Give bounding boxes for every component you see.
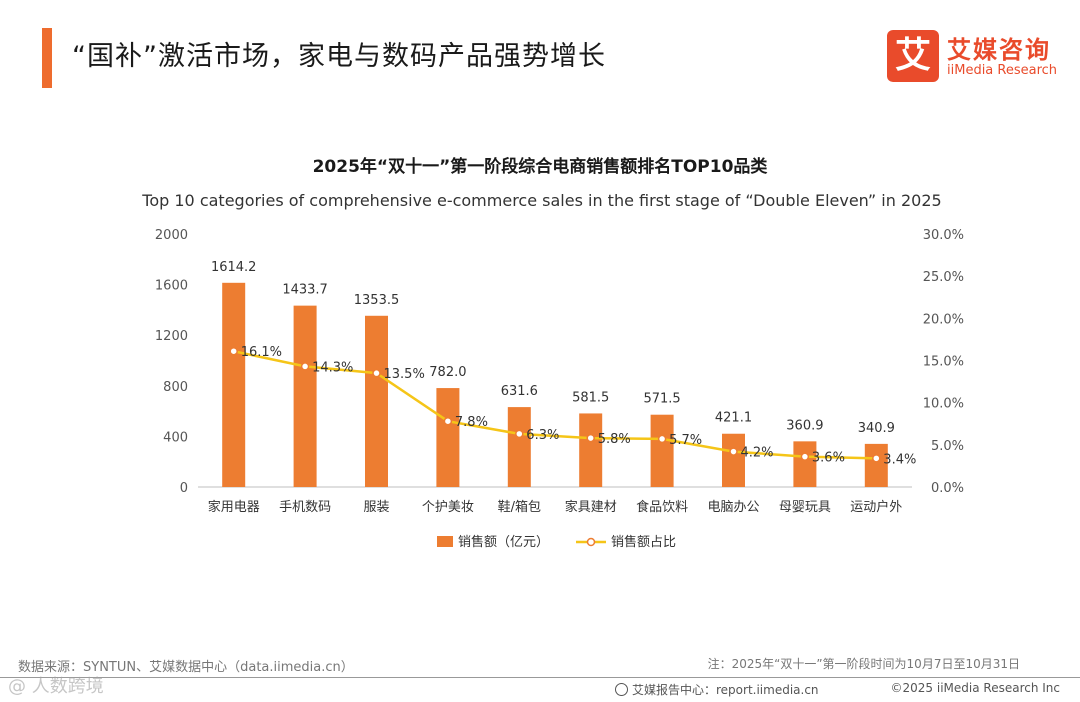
y2-axis-tick-label: 25.0% <box>923 270 964 285</box>
y2-axis-tick-label: 0.0% <box>931 481 964 496</box>
x-axis-category-label: 服装 <box>363 500 389 515</box>
sales-value-label: 1614.2 <box>211 260 257 275</box>
share-point <box>443 416 453 426</box>
share-value-label: 7.8% <box>455 415 488 430</box>
share-point <box>729 447 738 456</box>
company-logo: 艾 艾媒咨询 iiMedia Research <box>887 30 1063 84</box>
logo-mark-icon: 艾 <box>887 30 939 82</box>
share-value-label: 3.4% <box>883 452 916 467</box>
x-axis-category-label: 鞋/箱包 <box>498 499 541 515</box>
y-axis-tick-label: 2000 <box>155 228 188 243</box>
share-value-label: 16.1% <box>241 345 282 360</box>
share-point <box>515 429 524 439</box>
sales-value-label: 360.9 <box>786 418 823 433</box>
y-axis-tick-label: 400 <box>163 430 188 445</box>
sales-bar <box>293 305 317 487</box>
y2-axis-tick-label: 20.0% <box>923 312 964 327</box>
y2-axis-tick-label: 10.0% <box>923 397 964 412</box>
share-value-label: 5.8% <box>598 432 631 447</box>
title-accent-bar <box>42 28 52 88</box>
sales-chart: 2025年“双十一”第一阶段综合电商销售额排名TOP10品类 Top 10 ca… <box>141 156 964 550</box>
sales-bar <box>222 282 246 487</box>
x-axis-category-label: 食品饮料 <box>636 499 688 515</box>
sales-bar <box>365 315 388 487</box>
sales-bar <box>507 407 531 487</box>
sales-bar <box>650 414 674 487</box>
x-axis-category-label: 家具建材 <box>565 499 617 515</box>
share-point <box>300 362 310 371</box>
share-point <box>586 433 595 443</box>
legend-line-marker <box>586 537 596 547</box>
report-center[interactable]: 艾媒报告中心：report.iimedia.cn <box>615 681 819 698</box>
sales-value-label: 340.9 <box>858 421 895 436</box>
y-axis-tick-label: 1600 <box>155 279 188 294</box>
sales-bar <box>864 443 888 487</box>
sales-value-label: 631.6 <box>501 384 538 399</box>
sales-value-label: 571.5 <box>643 392 680 407</box>
chart-subtitle: Top 10 categories of comprehensive e-com… <box>141 191 941 210</box>
chart-note: 注：2025年“双十一”第一阶段时间为10月7日至10月31日 <box>707 657 1020 671</box>
page-title: “国补”激活市场，家电与数码产品强势增长 <box>72 41 606 72</box>
x-axis-category-label: 个护美妆 <box>422 500 474 515</box>
sales-value-label: 1433.7 <box>282 283 328 298</box>
footer-divider <box>0 677 1080 678</box>
globe-icon <box>615 683 628 696</box>
legend-line-label: 销售额占比 <box>611 534 676 550</box>
watermark: @ 人数跨境 <box>8 676 104 697</box>
copyright: ©2025 iiMedia Research Inc <box>890 681 1060 695</box>
share-value-label: 13.5% <box>384 367 425 382</box>
share-point <box>872 454 881 463</box>
share-point <box>657 434 667 444</box>
sales-value-label: 581.5 <box>572 390 609 405</box>
data-source: 数据来源：SYNTUN、艾媒数据中心（data.iimedia.cn） <box>18 660 354 675</box>
share-value-label: 5.7% <box>669 433 702 448</box>
share-point <box>229 346 238 356</box>
sales-bar <box>722 433 745 487</box>
x-axis-category-label: 家用电器 <box>208 499 260 515</box>
x-axis-category-label: 电脑办公 <box>707 500 759 515</box>
sales-value-label: 1353.5 <box>354 293 400 308</box>
legend-bar-swatch <box>437 536 453 547</box>
y2-axis-tick-label: 5.0% <box>931 439 964 454</box>
sales-value-label: 782.0 <box>429 365 466 380</box>
legend-bar-label: 销售额（亿元） <box>458 534 549 550</box>
logo-english-name: iiMedia Research <box>947 63 1058 78</box>
share-point <box>800 452 810 461</box>
share-value-label: 3.6% <box>812 451 845 466</box>
share-point <box>372 368 381 378</box>
share-value-label: 4.2% <box>741 446 774 461</box>
y-axis-tick-label: 1200 <box>155 329 188 344</box>
x-axis-category-label: 运动户外 <box>850 499 902 515</box>
report-center-text: 艾媒报告中心：report.iimedia.cn <box>632 683 819 697</box>
x-axis-category-label: 手机数码 <box>279 500 331 515</box>
chart-title: 2025年“双十一”第一阶段综合电商销售额排名TOP10品类 <box>313 156 769 177</box>
logo-chinese-name: 艾媒咨询 <box>947 36 1051 64</box>
y2-axis-tick-label: 15.0% <box>923 355 964 370</box>
sales-value-label: 421.1 <box>715 411 752 426</box>
y-axis-tick-label: 0 <box>180 481 188 496</box>
share-line <box>233 350 877 460</box>
sales-bar <box>579 413 603 487</box>
share-value-label: 14.3% <box>312 360 353 375</box>
share-value-label: 6.3% <box>526 428 559 443</box>
x-axis-category-label: 母婴玩具 <box>779 500 831 515</box>
sales-bar <box>436 388 460 487</box>
y2-axis-tick-label: 30.0% <box>923 228 964 243</box>
sales-bar <box>793 441 817 487</box>
y-axis-tick-label: 800 <box>163 380 188 395</box>
